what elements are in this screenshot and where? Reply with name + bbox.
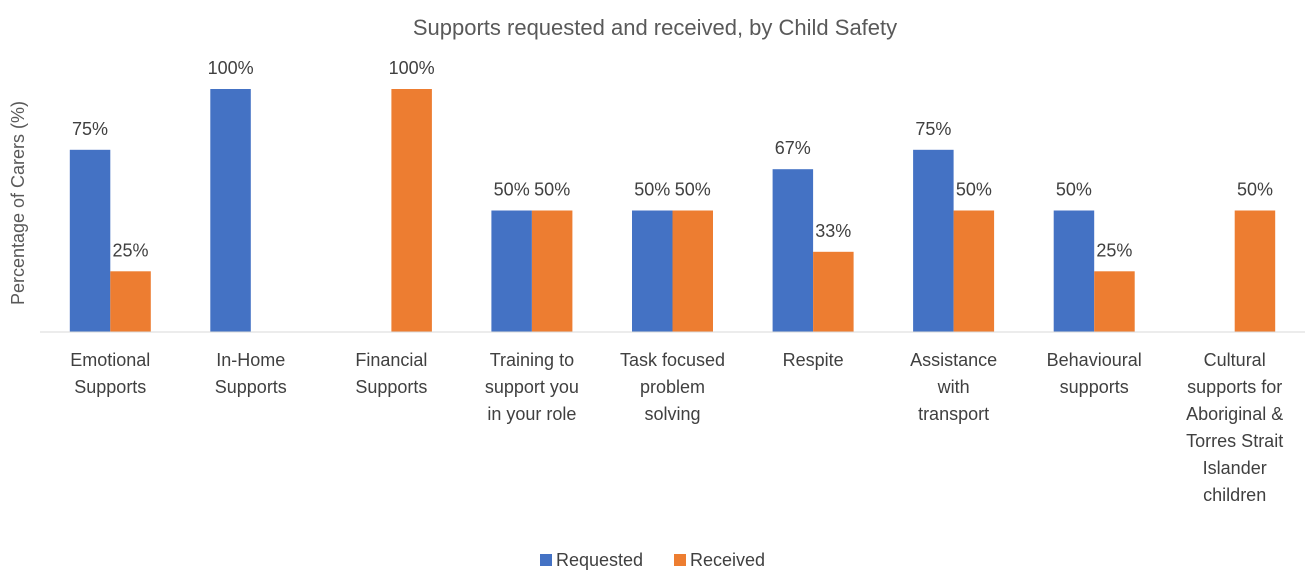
data-label: 100% [389, 58, 435, 78]
bar-received [672, 210, 713, 332]
category-label: Training to support you in your role [485, 350, 579, 424]
data-label: 50% [675, 180, 711, 200]
category-label: Cultural supports for Aboriginal & Torres S… [1186, 350, 1283, 505]
data-label: 75% [915, 119, 951, 139]
chart-title: Supports requested and received, by Chil… [413, 15, 897, 40]
legend-swatch-received [674, 554, 686, 566]
category-label: Task focused problem solving [620, 350, 725, 424]
bar-received [1234, 210, 1276, 332]
data-label: 33% [815, 221, 851, 241]
bar-received [531, 210, 573, 332]
data-label: 50% [1237, 180, 1273, 200]
category-label: Assistance with transport [910, 350, 997, 424]
category-labels-layer: Emotional Supports In-Home Supports Financia… [70, 350, 1283, 505]
bars-layer [69, 89, 1276, 333]
bar-requested [69, 149, 111, 333]
data-labels-layer: 75%25%100% 100%50% 50% 50% 50%67%33%75%50% 50… [72, 58, 1273, 260]
data-label: 25% [1096, 240, 1132, 260]
category-label: Emotional Supports [70, 350, 150, 397]
legend-label-received: Received [690, 550, 765, 570]
data-label: 67% [775, 138, 811, 158]
bar-received [953, 210, 995, 332]
data-label: 50% [956, 180, 992, 200]
category-label: Behavioural supports [1047, 350, 1142, 397]
bar-requested [1053, 210, 1095, 332]
bar-received [391, 89, 432, 332]
legend-label-requested: Requested [556, 550, 643, 570]
data-label: 75% [72, 119, 108, 139]
bar-received [1094, 271, 1135, 333]
category-label: Respite [783, 350, 844, 370]
category-label: Financial Supports [355, 350, 427, 397]
bar-received [110, 271, 151, 333]
data-label: 100% [208, 58, 254, 78]
bar-received [813, 251, 854, 332]
bar-requested [210, 89, 251, 332]
data-label: 50% [534, 180, 570, 200]
legend: Requested Received [540, 550, 765, 570]
y-axis-label: Percentage of Carers (%) [8, 101, 28, 305]
bar-requested [913, 149, 954, 333]
bar-requested [632, 210, 673, 332]
legend-swatch-requested [540, 554, 552, 566]
bar-requested [772, 169, 814, 332]
data-label: 25% [112, 240, 148, 260]
category-label: In-Home Supports [215, 350, 287, 397]
data-label: 50% [494, 180, 530, 200]
bar-requested [491, 210, 532, 332]
data-label: 50% [634, 180, 670, 200]
data-label: 50% [1056, 180, 1092, 200]
